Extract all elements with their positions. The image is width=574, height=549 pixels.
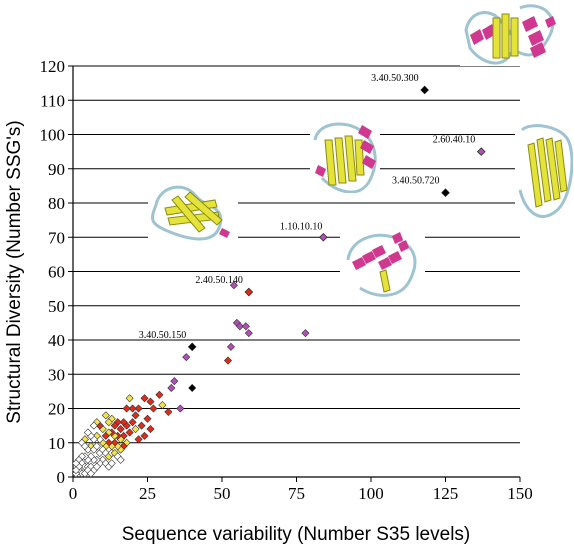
structure-1-10-10-10 xyxy=(340,222,425,300)
y-tick-label: 120 xyxy=(40,57,66,76)
labelled-point xyxy=(441,188,450,198)
point-annotation: 3.40.50.150 xyxy=(139,330,187,341)
y-tick-label: 10 xyxy=(48,434,65,453)
y-tick-label: 20 xyxy=(48,400,65,419)
data-point xyxy=(226,342,235,351)
data-point xyxy=(158,401,167,410)
data-point xyxy=(116,425,125,434)
data-point xyxy=(92,462,101,471)
labelled-point xyxy=(187,342,197,352)
y-tick-label: 0 xyxy=(57,468,66,487)
data-point xyxy=(188,383,197,392)
data-point xyxy=(107,459,116,468)
gridlines xyxy=(73,65,520,444)
point-annotation: 3.40.50.300 xyxy=(371,73,419,84)
data-points xyxy=(71,281,310,478)
data-point xyxy=(155,390,164,399)
data-point xyxy=(244,329,253,338)
data-point xyxy=(182,353,191,362)
y-tick-labels: 0 10 20 30 40 50 60 70 80 90 100 110 120 xyxy=(40,57,73,487)
data-point xyxy=(134,404,143,413)
x-tick-label: 75 xyxy=(288,484,305,503)
point-annotation: 2.40.50.140 xyxy=(195,275,243,286)
y-tick-label: 70 xyxy=(48,228,65,247)
labelled-point xyxy=(476,147,486,156)
data-point xyxy=(128,418,137,427)
x-tick-label: 100 xyxy=(358,484,384,503)
data-point xyxy=(140,431,149,440)
structure-3-40-50-300 xyxy=(460,0,568,66)
data-point xyxy=(301,329,310,338)
y-tick-label: 40 xyxy=(48,331,65,350)
data-point xyxy=(137,421,146,430)
x-tick-label: 25 xyxy=(139,484,156,503)
data-point xyxy=(170,377,179,386)
data-point xyxy=(101,431,110,440)
y-tick-label: 90 xyxy=(48,160,65,179)
data-point xyxy=(146,425,155,434)
data-point xyxy=(119,418,128,427)
data-point xyxy=(104,418,113,427)
x-tick-label: 125 xyxy=(433,484,459,503)
data-point xyxy=(92,442,101,451)
data-point xyxy=(89,421,98,430)
x-tick-label: 150 xyxy=(507,484,533,503)
y-tick-label: 30 xyxy=(48,365,65,384)
data-point xyxy=(71,466,81,475)
data-point xyxy=(167,383,176,392)
data-point xyxy=(125,428,134,437)
x-tick-label: 0 xyxy=(69,484,78,503)
data-point xyxy=(131,425,140,434)
data-point xyxy=(122,404,131,413)
labelled-points: 3.40.50.300 2.60.40.10 3.40.50.720 1.10.10.… xyxy=(139,73,486,352)
data-point xyxy=(128,404,137,413)
x-tick-label: 50 xyxy=(214,484,231,503)
data-point xyxy=(125,394,134,403)
y-tick-label: 100 xyxy=(40,126,66,145)
data-point xyxy=(143,414,152,423)
structure-2-60-40-10 xyxy=(515,120,573,220)
data-point xyxy=(140,394,149,403)
y-tick-label: 50 xyxy=(48,297,65,316)
data-point xyxy=(229,281,238,290)
data-point xyxy=(146,397,155,406)
labelled-point xyxy=(244,287,254,297)
x-axis-title: Sequence variability (Number S35 levels) xyxy=(122,524,471,545)
point-annotation: 2.60.40.10 xyxy=(433,135,476,146)
structure-3-40-50-720 xyxy=(310,118,380,193)
data-point xyxy=(80,442,89,451)
structure-2-40-50-140 xyxy=(148,178,238,243)
data-point xyxy=(149,404,158,413)
data-point xyxy=(131,411,140,420)
y-tick-label: 110 xyxy=(40,91,65,110)
data-point xyxy=(71,459,81,468)
data-point xyxy=(86,469,95,478)
y-tick-label: 80 xyxy=(48,194,65,213)
data-point xyxy=(235,322,244,331)
data-point xyxy=(110,421,119,430)
data-point xyxy=(223,356,232,365)
point-annotation: 3.40.50.720 xyxy=(392,176,440,187)
data-point xyxy=(164,407,173,416)
labelled-point xyxy=(420,85,429,95)
data-point xyxy=(83,428,92,437)
data-point xyxy=(241,322,250,331)
data-point xyxy=(101,411,110,420)
data-point xyxy=(134,435,143,444)
data-point xyxy=(116,455,125,464)
labelled-point xyxy=(319,232,328,242)
data-point xyxy=(176,404,185,413)
point-annotation: 1.10.10.10 xyxy=(280,221,323,232)
x-tick-labels: 0 25 50 75 100 125 150 xyxy=(69,477,533,503)
y-axis-title: Structural Diversity (Number SSG's) xyxy=(4,120,25,423)
y-tick-label: 60 xyxy=(48,263,65,282)
